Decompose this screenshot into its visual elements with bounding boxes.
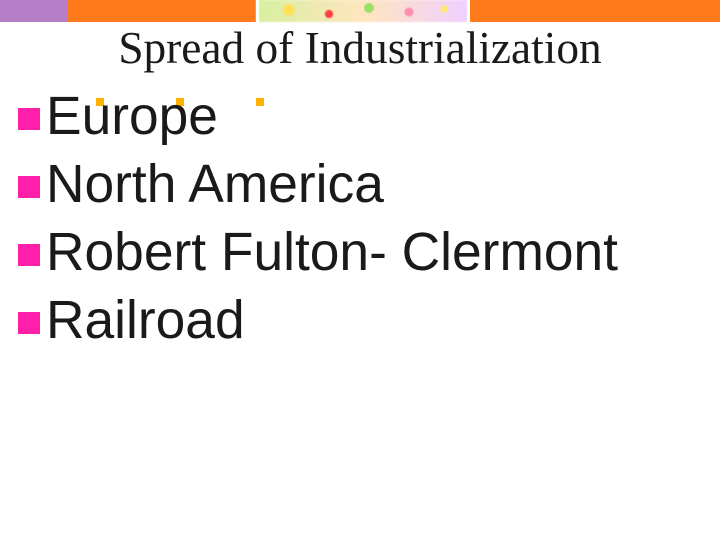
band-orange-segment-left xyxy=(68,0,256,22)
band-image-segment xyxy=(256,0,470,22)
slide-title: Spread of Industrialization xyxy=(0,22,720,74)
bullet-icon xyxy=(18,108,40,130)
list-item: North America xyxy=(18,150,718,218)
list-item: Robert Fulton- Clermont xyxy=(18,218,718,286)
band-purple-segment xyxy=(0,0,68,22)
decorative-top-band xyxy=(0,0,720,22)
bullet-icon xyxy=(18,312,40,334)
list-item-text: Europe xyxy=(46,86,218,147)
list-item-text: North America xyxy=(46,154,384,215)
bullet-icon xyxy=(18,176,40,198)
list-item: Europe xyxy=(18,82,718,150)
bullet-icon xyxy=(18,244,40,266)
list-item: Railroad xyxy=(18,286,718,354)
band-orange-segment-right xyxy=(470,0,720,22)
bullet-list: Europe North America Robert Fulton- Cler… xyxy=(18,82,718,354)
list-item-text: Robert Fulton- Clermont xyxy=(46,222,618,283)
list-item-text: Railroad xyxy=(46,290,245,351)
